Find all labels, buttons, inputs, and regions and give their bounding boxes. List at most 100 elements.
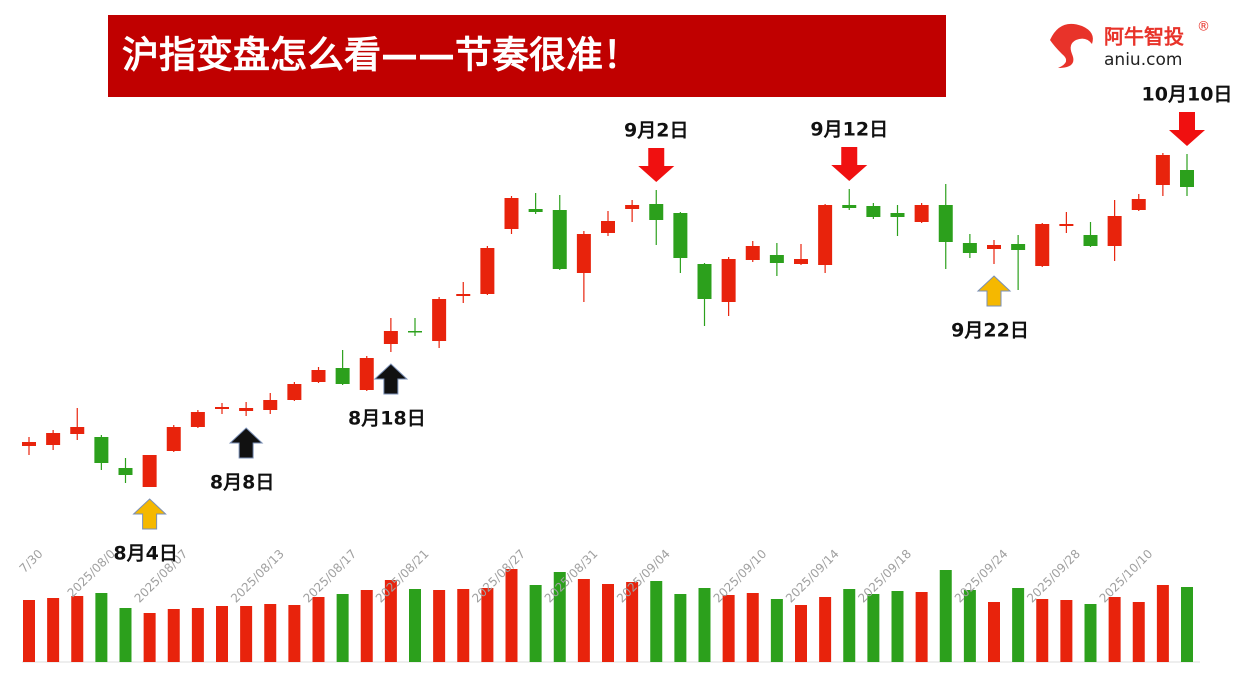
volume-bar	[336, 594, 349, 662]
candle-body	[842, 205, 857, 208]
x-tick-label: 2025/09/14	[783, 547, 842, 606]
candle-body	[94, 437, 109, 463]
x-tick-label: 2025/08/31	[542, 547, 601, 606]
annotation-label: 9月12日	[810, 119, 888, 141]
x-tick-label: 2025/08/21	[373, 547, 432, 606]
candle-body	[287, 384, 302, 400]
volume-bar	[240, 606, 253, 662]
volume-bar	[47, 598, 60, 662]
candle-body	[190, 412, 205, 427]
candle-body	[456, 294, 471, 296]
volume-bar	[577, 579, 590, 662]
volume-bar	[1036, 599, 1049, 662]
x-tick-label: 2025/08/17	[300, 547, 359, 606]
volume-bar	[216, 606, 228, 662]
candle-body	[601, 221, 615, 233]
candle-body	[649, 204, 664, 220]
candle-body	[818, 205, 833, 265]
volume-bar	[457, 589, 470, 662]
candle-body	[359, 358, 374, 390]
candle-body	[408, 331, 422, 333]
volume-bar	[770, 599, 783, 662]
volume-bar	[891, 591, 904, 662]
volume-bar	[963, 590, 976, 662]
annotation-arrow	[228, 427, 264, 459]
x-tick-label: 2025/09/10	[711, 547, 770, 606]
candle-body	[118, 468, 133, 475]
annotation-label: 10月10日	[1142, 84, 1233, 106]
volume-bar	[746, 593, 759, 662]
annotation-label: 8月4日	[113, 543, 177, 565]
volume-bar	[1132, 602, 1145, 662]
candle-body	[914, 205, 929, 222]
volume-bar	[698, 588, 711, 662]
candle-body	[1011, 244, 1026, 250]
candle-body	[938, 205, 953, 242]
volume-bar	[650, 581, 663, 662]
annotation-arrow	[638, 148, 675, 182]
title-banner	[108, 15, 946, 97]
candle-body	[239, 408, 254, 411]
logo-mark: ®	[1197, 20, 1210, 35]
x-tick-label: 2025/09/28	[1024, 547, 1083, 606]
logo-icon	[1050, 23, 1093, 68]
volume-bar	[843, 589, 856, 662]
x-tick-label: 2025/09/24	[952, 547, 1011, 606]
candle-body	[1035, 224, 1050, 266]
annotation-label: 8月8日	[210, 472, 274, 494]
volume-bar	[1084, 604, 1097, 662]
candle-body	[1083, 235, 1098, 246]
candle-body	[987, 245, 1001, 249]
volume-bar	[71, 596, 84, 662]
logo-name: 阿牛智投	[1104, 25, 1184, 49]
candle-body	[504, 198, 519, 229]
volume-bar	[119, 608, 132, 662]
candle-body	[528, 209, 543, 212]
volume-bar	[867, 594, 880, 662]
candle-body	[962, 243, 977, 253]
volume-bar	[360, 590, 373, 662]
candle-body	[432, 299, 447, 341]
candle-body	[1180, 170, 1194, 187]
candle-body	[866, 206, 881, 217]
volume-bar	[288, 605, 301, 662]
annotation-arrow	[373, 363, 409, 395]
x-tick-label: 2025/08/0	[65, 547, 118, 600]
volume-bar	[1012, 588, 1025, 662]
annotation-arrow	[132, 498, 167, 530]
logo: 阿牛智投 ® aniu.com	[1050, 20, 1210, 70]
volume-bar	[505, 569, 518, 662]
candle-body	[383, 331, 398, 344]
volume-bar	[626, 582, 639, 662]
x-tick-label: 2025/10/10	[1097, 547, 1156, 606]
candle-body	[552, 210, 567, 269]
candle-body	[311, 370, 326, 382]
volume-bar	[23, 600, 35, 662]
volume-bar	[1060, 600, 1073, 662]
volume-bar	[939, 570, 952, 662]
candle-body	[1059, 224, 1074, 226]
volume-bar	[722, 595, 735, 662]
candle-body	[46, 433, 61, 445]
volume-bar	[433, 590, 446, 662]
annotation-arrow	[831, 147, 868, 181]
x-tick-label: 2025/08/27	[469, 547, 528, 606]
candle-body	[890, 213, 905, 217]
annotation-label: 8月18日	[348, 408, 426, 430]
candle-body	[794, 259, 808, 264]
candle-body	[673, 213, 688, 258]
candle-body	[70, 427, 85, 434]
volume-bar	[1108, 597, 1121, 662]
volume-bar	[312, 597, 325, 662]
candle-body	[22, 442, 36, 446]
x-tick-label: 7/30	[17, 547, 46, 576]
candle-body	[1155, 155, 1170, 185]
candle-body	[480, 248, 495, 294]
volume-bar	[191, 608, 204, 662]
annotation-arrow	[1169, 112, 1205, 146]
candle-body	[1131, 199, 1146, 210]
volume-bar	[409, 589, 421, 662]
logo-domain: aniu.com	[1104, 50, 1182, 70]
